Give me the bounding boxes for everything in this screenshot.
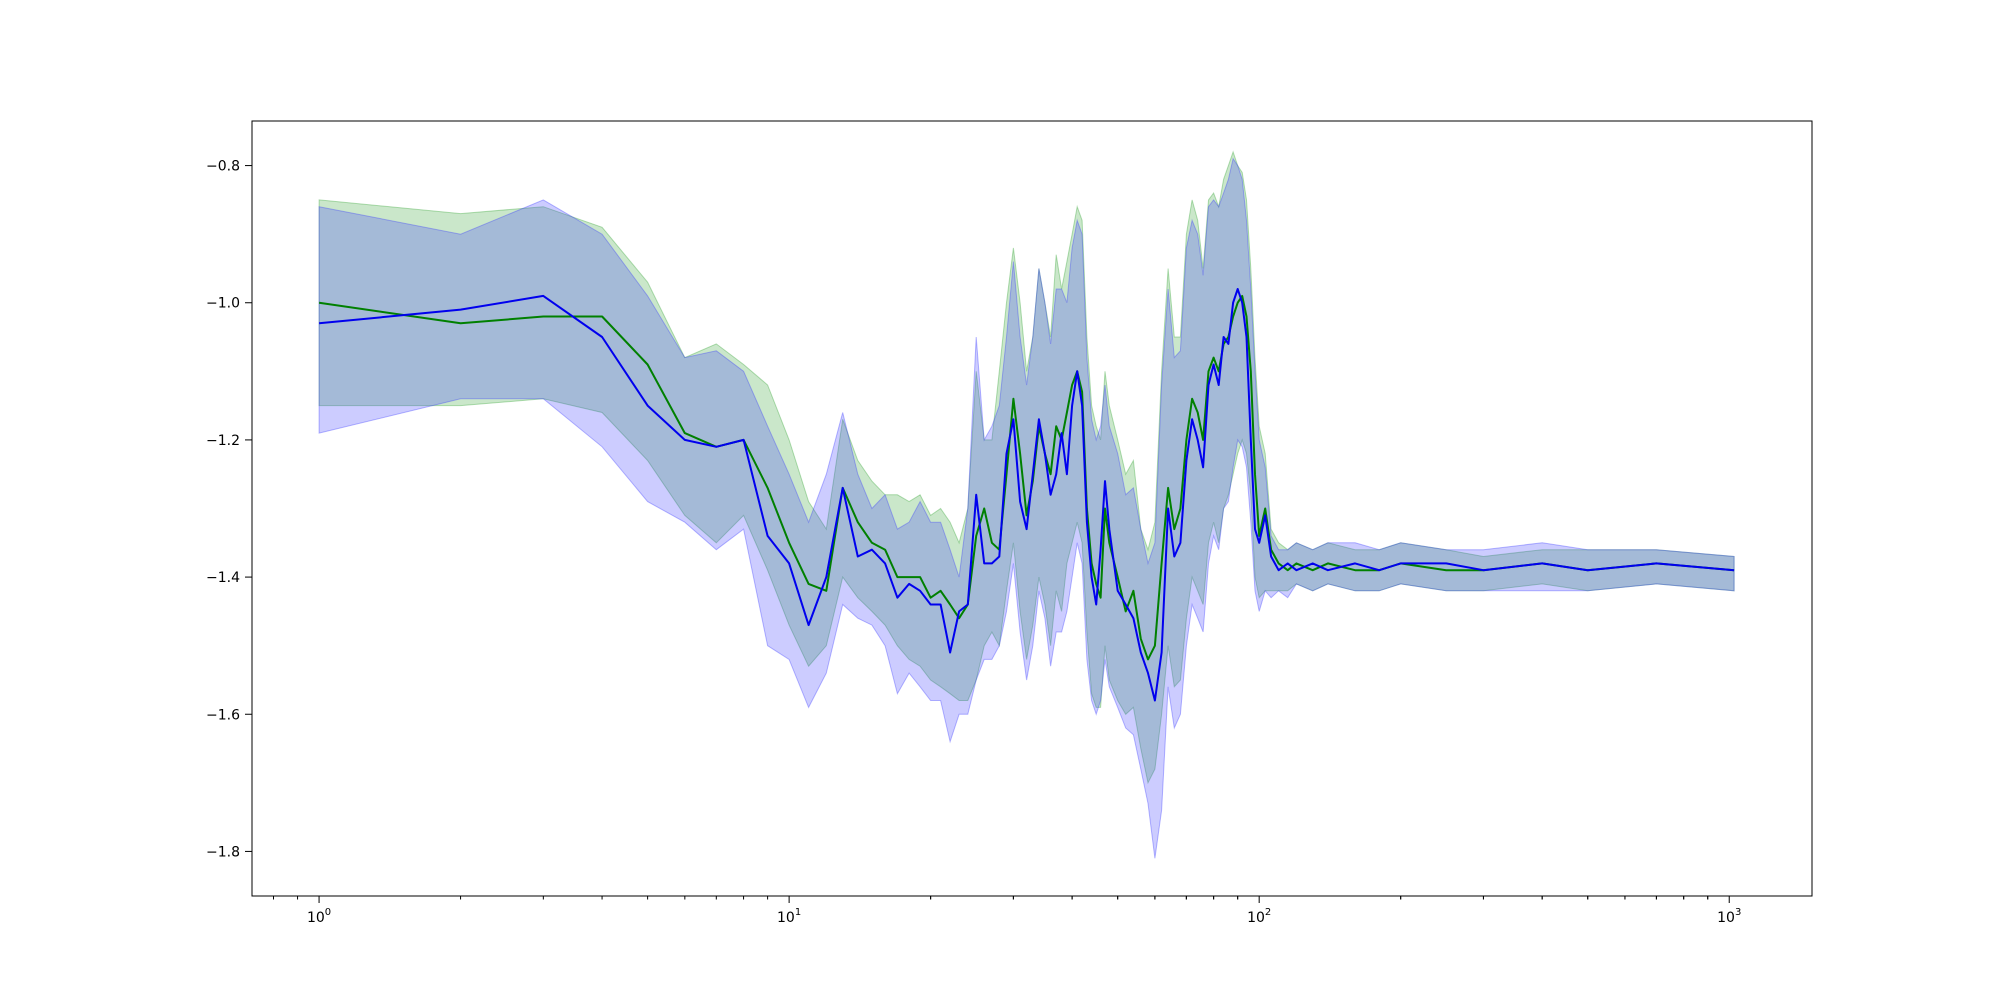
y-tick-label: −1.4	[206, 570, 240, 586]
x-tick-label: 103	[1717, 907, 1741, 926]
confidence-bands	[318, 150, 1735, 859]
series-line-2	[319, 288, 1735, 702]
y-tick-label: −1.8	[206, 844, 240, 860]
y-axis: −0.8 −1.0 −1.2 −1.4 −1.6 −1.8	[206, 159, 252, 860]
y-tick-label: −1.2	[206, 433, 240, 449]
y-tick-label: −1.0	[206, 296, 240, 312]
x-tick-label: 102	[1247, 907, 1271, 926]
series-lines	[318, 288, 1735, 702]
x-axis: 100 101 102 103	[273, 896, 1741, 926]
x-tick-label: 100	[307, 907, 331, 926]
y-tick-label: −1.6	[206, 707, 240, 723]
x-tick-label: 101	[777, 907, 801, 926]
plot-frame	[251, 120, 1813, 897]
confidence-band-1	[318, 150, 1735, 785]
y-tick-label: −0.8	[206, 159, 240, 175]
